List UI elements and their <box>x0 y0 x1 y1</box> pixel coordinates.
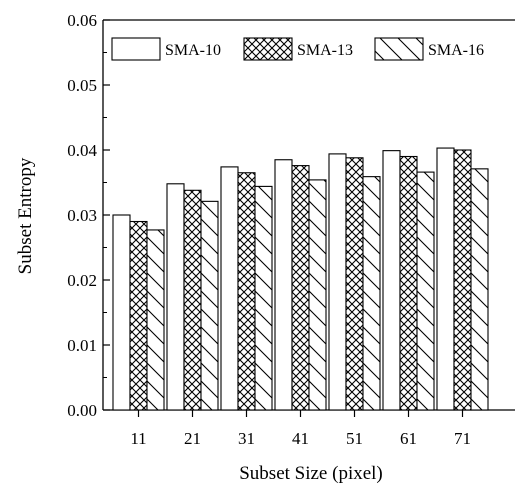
bar-sma-10-41 <box>274 159 293 411</box>
y-tick-label: 0.02 <box>67 271 97 290</box>
bar-sma-13-51 <box>345 157 364 411</box>
y-tick-label: 0.05 <box>67 76 97 95</box>
y-axis-title: Subset Entropy <box>15 157 36 274</box>
bar-sma-13-21 <box>183 189 202 411</box>
bar-sma-13-11 <box>129 220 148 411</box>
legend-swatch-sma-13 <box>243 37 293 61</box>
legend-label-sma-16: SMA-16 <box>428 42 484 59</box>
y-axis: 0.00 0.01 0.02 0.03 0.04 0.05 0.06 <box>67 11 110 420</box>
bar-sma-13-71 <box>453 149 472 411</box>
x-axis: 11 21 31 41 51 61 71 <box>130 410 471 448</box>
bar-sma-16-11 <box>146 229 165 411</box>
y-tick-label: 0.00 <box>67 401 97 420</box>
bar-sma-10-11 <box>112 214 131 411</box>
legend-label-sma-10: SMA-10 <box>165 42 221 59</box>
x-axis-title: Subset Size (pixel) <box>239 463 383 484</box>
x-tick-label: 71 <box>454 429 471 448</box>
x-tick-label: 11 <box>130 429 146 448</box>
bar-sma-16-61 <box>416 171 435 411</box>
x-tick-label: 41 <box>292 429 309 448</box>
x-tick-label: 31 <box>238 429 255 448</box>
legend-swatch-sma-10 <box>111 37 161 61</box>
y-tick-label: 0.01 <box>67 336 97 355</box>
bar-sma-16-51 <box>362 176 381 411</box>
bar-sma-10-21 <box>166 183 185 411</box>
bar-sma-10-61 <box>382 150 401 411</box>
y-tick-label: 0.06 <box>67 11 97 30</box>
bar-sma-10-71 <box>436 147 455 411</box>
legend: SMA-10 SMA-13 SMA-16 <box>111 37 484 61</box>
legend-label-sma-13: SMA-13 <box>297 42 353 59</box>
bar-sma-10-31 <box>220 166 239 411</box>
bar-sma-16-41 <box>308 179 327 411</box>
bar-sma-10-51 <box>328 153 347 411</box>
bar-sma-16-21 <box>200 200 219 411</box>
bar-sma-16-71 <box>470 168 489 411</box>
y-tick-label: 0.04 <box>67 141 97 160</box>
bar-sma-13-41 <box>291 165 310 411</box>
bar-sma-16-31 <box>254 185 273 411</box>
bars-group <box>112 147 489 411</box>
y-tick-label: 0.03 <box>67 206 97 225</box>
x-tick-label: 51 <box>346 429 363 448</box>
legend-swatch-sma-16 <box>374 37 424 61</box>
bar-sma-13-31 <box>237 172 256 411</box>
x-tick-label: 21 <box>184 429 201 448</box>
x-tick-label: 61 <box>400 429 417 448</box>
bar-sma-13-61 <box>399 155 418 411</box>
